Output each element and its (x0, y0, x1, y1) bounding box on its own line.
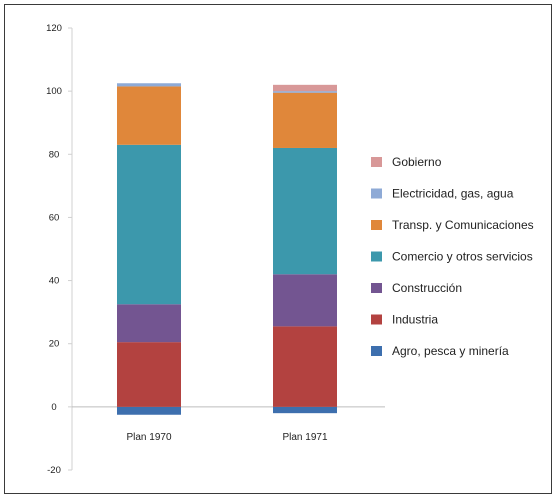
bar-segment (273, 92, 337, 148)
legend: Gobierno Electricidad, gas, agua Transp. y… (371, 155, 534, 358)
legend-swatch (371, 188, 382, 199)
y-tick-label: 80 (49, 149, 60, 160)
legend-swatch (371, 251, 382, 262)
y-tick-label: 20 (49, 339, 60, 350)
bar-segment (273, 274, 337, 327)
bar-segment (117, 83, 181, 87)
legend-label: Electricidad, gas, agua (392, 187, 514, 201)
y-tick-label: 60 (49, 212, 60, 223)
y-tick-label: 120 (46, 23, 62, 34)
legend-swatch (371, 283, 382, 293)
bar-segment (273, 326, 337, 407)
legend-label: Agro, pesca y minería (392, 344, 509, 358)
legend-label: Comercio y otros servicios (392, 250, 533, 264)
bar-segment (117, 406, 181, 415)
legend-swatch (371, 314, 382, 325)
bar-segment (273, 84, 337, 92)
x-category-label: Plan 1971 (282, 432, 327, 443)
bar-segment (273, 147, 337, 275)
stacked-bar-chart: 120 100 80 60 40 20 0 -20 Plan 1970 Plan 1971 Go… (46, 23, 534, 476)
legend-swatch (371, 157, 382, 167)
bar-segment (117, 144, 181, 305)
legend-label: Industria (392, 313, 438, 327)
bar-segment (117, 304, 181, 343)
y-tick-label: 0 (51, 402, 56, 413)
y-tick-label: 40 (49, 276, 60, 287)
bar-segment (273, 406, 337, 414)
legend-swatch (371, 346, 382, 356)
legend-swatch (371, 220, 382, 230)
y-tick-label: 100 (46, 86, 62, 97)
legend-label: Transp. y Comunicaciones (392, 218, 534, 232)
x-category-label: Plan 1970 (126, 432, 171, 443)
bar-segment (117, 342, 181, 407)
y-tick-label: -20 (47, 465, 61, 476)
bar-segment (273, 91, 337, 93)
bars: Plan 1970 Plan 1971 (117, 83, 337, 443)
legend-label: Gobierno (392, 155, 442, 169)
bar-segment (117, 86, 181, 145)
legend-label: Construcción (392, 281, 462, 295)
